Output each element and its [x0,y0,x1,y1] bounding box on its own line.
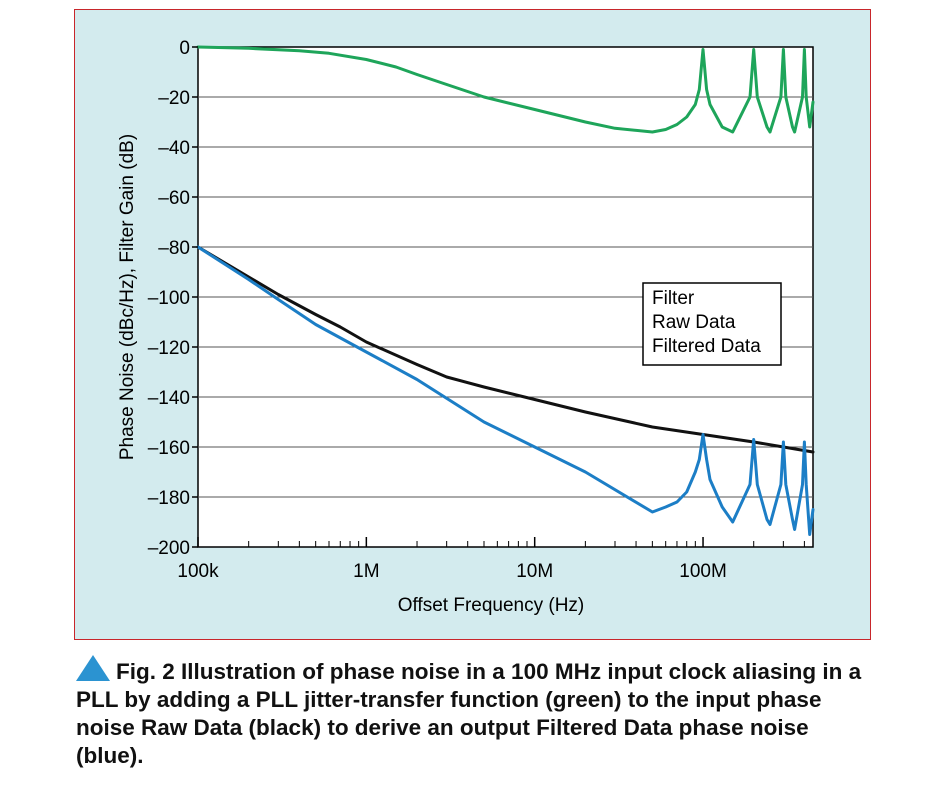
y-tick-label: –140 [148,388,190,409]
y-tick-label: –160 [148,438,190,459]
series-line-filter [196,45,815,134]
figure-caption: Fig. 2 Illustration of phase noise in a … [76,655,876,770]
legend-item-filtered-data: Filtered Data [652,336,761,357]
x-minor-ticks [248,541,805,547]
caption-text: Fig. 2 Illustration of phase noise in a … [76,659,862,768]
y-tick-label: 0 [179,38,190,59]
legend-box [642,282,782,366]
y-tick-label: –80 [158,238,190,259]
legend-item-filter: Filter [652,288,695,309]
y-tick-label: –20 [158,88,190,109]
series-line-filtered-data [196,245,815,536]
y-tick-label: –200 [148,538,190,559]
phase-noise-chart: 0 –20 –40 –60 –80 –100 –120 –140 –160 –180 –200 10… [117,38,815,616]
x-tick-label: 100k [177,561,219,582]
y-tick-label: –100 [148,288,190,309]
y-tick-label: –60 [158,188,190,209]
x-tick-label: 100M [679,561,727,582]
y-tick-label: –180 [148,488,190,509]
series-line-raw-data [196,245,815,454]
series-lines [196,45,815,536]
y-tick-labels: 0 –20 –40 –60 –80 –100 –120 –140 –160 –180 –200 [148,38,198,559]
x-tick-label: 10M [516,561,553,582]
legend: Filter Raw Data Filtered Data [642,282,782,366]
caption-triangle-icon [76,655,110,681]
x-axis-title: Offset Frequency (Hz) [398,595,585,616]
x-tick-label: 1M [353,561,379,582]
x-tick-labels: 100k 1M 10M 100M [177,537,727,582]
y-tick-label: –120 [148,338,190,359]
y-tick-label: –40 [158,138,190,159]
legend-item-raw-data: Raw Data [652,312,736,333]
y-axis-title: Phase Noise (dBc/Hz), Filter Gain (dB) [117,134,138,460]
